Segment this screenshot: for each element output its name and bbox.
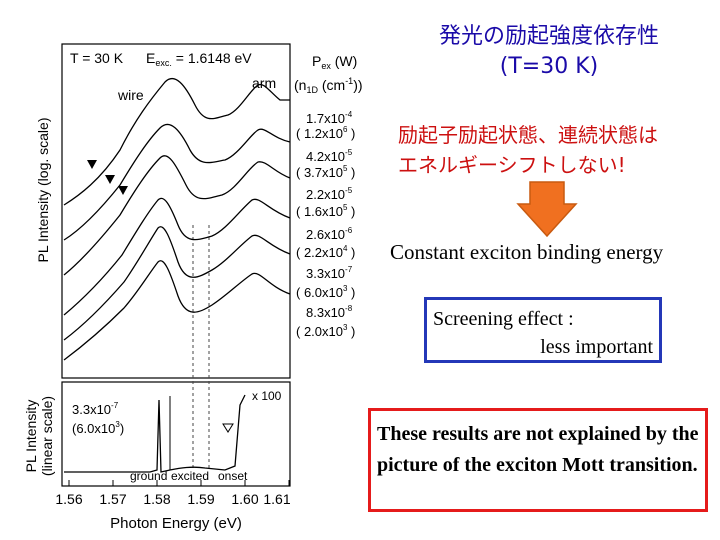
bottom-y-axis-label: PL Intensity xyxy=(23,400,39,473)
arm-peak-label: arm xyxy=(252,75,276,91)
pex-header-label: Pex (W) xyxy=(312,53,357,71)
spectrum-trace xyxy=(63,260,291,361)
spectrum-trace xyxy=(63,155,291,276)
screening-effect-box: Screening effect : less important xyxy=(424,297,662,363)
x100-label: x 100 xyxy=(252,389,282,403)
spectrum-trace xyxy=(63,123,291,241)
series-density: ( 6.0x103 ) xyxy=(296,284,355,300)
xtick-label: 1.60 xyxy=(231,491,258,507)
ground-label: ground xyxy=(130,469,167,483)
series-pex: 4.2x10-5 xyxy=(306,148,353,164)
pl-spectra-figure: 1.56 1.57 1.58 1.59 1.60 1.61 Photon Ene… xyxy=(23,43,363,532)
onset-label: onset xyxy=(218,469,248,483)
linear-spectrum-trace xyxy=(64,394,246,473)
xtick-label: 1.61 xyxy=(263,491,290,507)
xtick-label: 1.58 xyxy=(143,491,170,507)
screening-line: less important xyxy=(540,336,653,358)
xtick-label: 1.56 xyxy=(55,491,82,507)
slide-title: 発光の励起強度依存性 (T=30 K) xyxy=(384,22,714,82)
down-triangle-icon xyxy=(118,186,128,195)
onset-triangle-icon xyxy=(222,423,234,433)
screening-line: Screening effect : xyxy=(433,308,574,330)
bottom-density-label: (6.0x103) xyxy=(72,420,124,436)
slide-title-line: 発光の励起強度依存性 xyxy=(438,24,659,49)
n1d-header-label: (n1D (cm-1)) xyxy=(294,76,363,95)
note-line: エネルギーシフトしない! xyxy=(398,153,626,177)
series-pex: 1.7x10-4 xyxy=(306,110,353,126)
series-density: ( 1.6x105 ) xyxy=(296,203,355,219)
series-pex: 3.3x10-7 xyxy=(306,265,353,281)
spectrum-trace xyxy=(63,77,290,206)
xtick-label: 1.59 xyxy=(187,491,214,507)
note-line: 励起子励起状態、連続状態は xyxy=(398,123,658,147)
down-arrow-icon xyxy=(516,181,578,238)
spectrum-trace xyxy=(63,197,291,316)
top-y-axis-label: PL Intensity (log. scale) xyxy=(35,118,51,263)
bottom-pex-label: 3.3x10-7 xyxy=(72,401,119,417)
series-density: ( 1.2x106 ) xyxy=(296,125,355,141)
series-density: ( 2.2x104 ) xyxy=(296,244,355,260)
xtick-label: 1.57 xyxy=(99,491,126,507)
spectrum-trace xyxy=(63,226,291,341)
mott-transition-box: These results are not explained by the p… xyxy=(368,408,708,512)
series-pex: 2.2x10-5 xyxy=(306,186,353,202)
wire-peak-label: wire xyxy=(117,87,144,103)
excitation-energy-label: Eexc. = 1.6148 eV xyxy=(146,50,252,68)
binding-energy-conclusion: Constant exciton binding energy xyxy=(390,240,664,264)
energy-shift-note: 励起子励起状態、連続状態は エネルギーシフトしない! xyxy=(398,120,708,180)
x-axis-label: Photon Energy (eV) xyxy=(110,515,242,532)
excited-state-markers xyxy=(87,160,128,195)
excited-label: excited xyxy=(171,469,209,483)
bottom-y-axis-label: (linear scale) xyxy=(39,396,55,476)
bottom-panel-frame xyxy=(61,381,291,487)
x-ticks xyxy=(68,480,290,486)
series-labels: 1.7x10-4 ( 1.2x106 ) 4.2x10-5 ( 3.7x105 … xyxy=(296,110,355,339)
down-triangle-icon xyxy=(87,160,97,169)
series-density: ( 2.0x103 ) xyxy=(296,323,355,339)
spectra-traces xyxy=(63,77,291,361)
temperature-label: T = 30 K xyxy=(70,50,124,66)
series-density: ( 3.7x105 ) xyxy=(296,164,355,180)
slide-title-line: (T=30 K) xyxy=(499,54,599,79)
down-triangle-icon xyxy=(105,175,115,184)
series-pex: 8.3x10-8 xyxy=(306,304,353,320)
series-pex: 2.6x10-6 xyxy=(306,226,353,242)
top-panel-frame xyxy=(61,43,291,379)
